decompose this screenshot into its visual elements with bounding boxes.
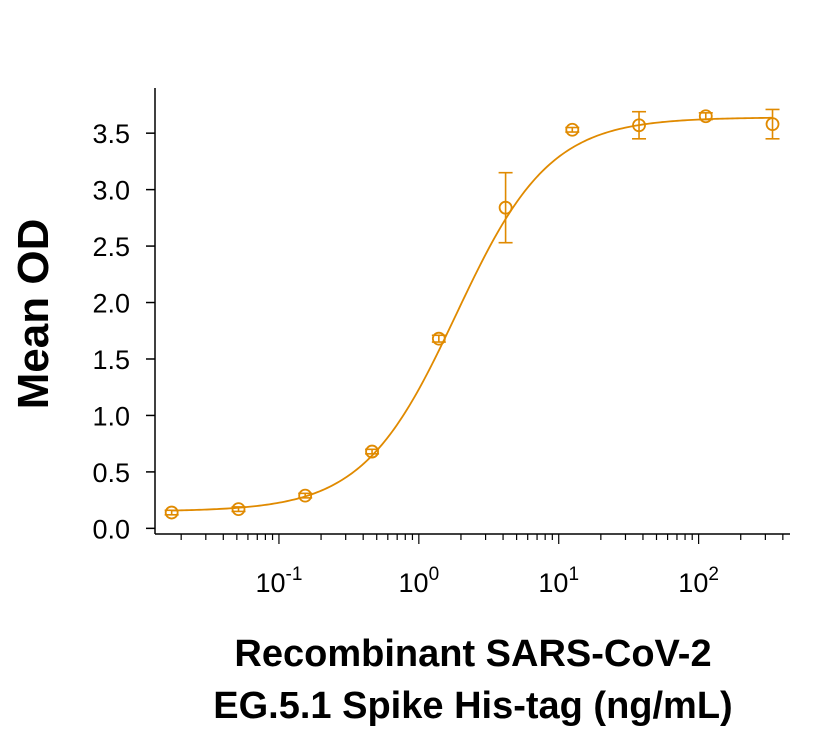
data-point bbox=[298, 488, 313, 503]
x-tick-label: 100 bbox=[399, 564, 440, 598]
data-point bbox=[632, 118, 646, 133]
x-axis-label-line-1: Recombinant SARS-CoV-2 bbox=[234, 633, 711, 675]
y-ticks: 0.0 0.5 1.0 1.5 2.0 2.5 3.0 3.5 bbox=[92, 119, 155, 544]
y-tick-label: 0.0 bbox=[92, 514, 130, 544]
plot-area bbox=[164, 108, 780, 520]
y-tick-label: 3.0 bbox=[92, 176, 130, 206]
data-point bbox=[431, 331, 446, 346]
data-point bbox=[498, 200, 513, 215]
y-tick-label: 1.0 bbox=[92, 401, 130, 431]
data-point bbox=[698, 109, 713, 124]
data-point bbox=[164, 505, 179, 520]
x-ticks: 10-1 100 101 102 bbox=[180, 534, 784, 598]
y-axis-label: Mean OD bbox=[9, 219, 58, 410]
x-tick-exponent: 0 bbox=[429, 564, 440, 585]
x-tick-base: 10 bbox=[538, 568, 568, 598]
y-tick-label: 1.5 bbox=[92, 345, 130, 375]
x-tick-label: 101 bbox=[538, 564, 579, 598]
data-point bbox=[565, 122, 580, 137]
x-tick-label: 102 bbox=[678, 564, 719, 598]
x-axis-label-line-2: EG.5.1 Spike His-tag (ng/mL) bbox=[213, 685, 732, 727]
x-tick-base: 10 bbox=[255, 568, 285, 598]
x-tick-base: 10 bbox=[399, 568, 429, 598]
y-tick-label: 2.0 bbox=[92, 289, 130, 319]
axes bbox=[154, 88, 790, 535]
data-point bbox=[765, 117, 780, 132]
x-tick-exponent: -1 bbox=[286, 564, 303, 585]
data-point bbox=[365, 444, 379, 459]
x-tick-base: 10 bbox=[678, 568, 708, 598]
x-tick-label: 10-1 bbox=[255, 564, 302, 598]
y-tick-label: 3.5 bbox=[92, 119, 130, 149]
fit-curve bbox=[171, 116, 773, 512]
y-tick-label: 0.5 bbox=[92, 458, 130, 488]
data-point bbox=[231, 502, 246, 517]
x-tick-exponent: 2 bbox=[708, 564, 719, 585]
y-tick-label: 2.5 bbox=[92, 232, 130, 262]
x-tick-exponent: 1 bbox=[568, 564, 579, 585]
